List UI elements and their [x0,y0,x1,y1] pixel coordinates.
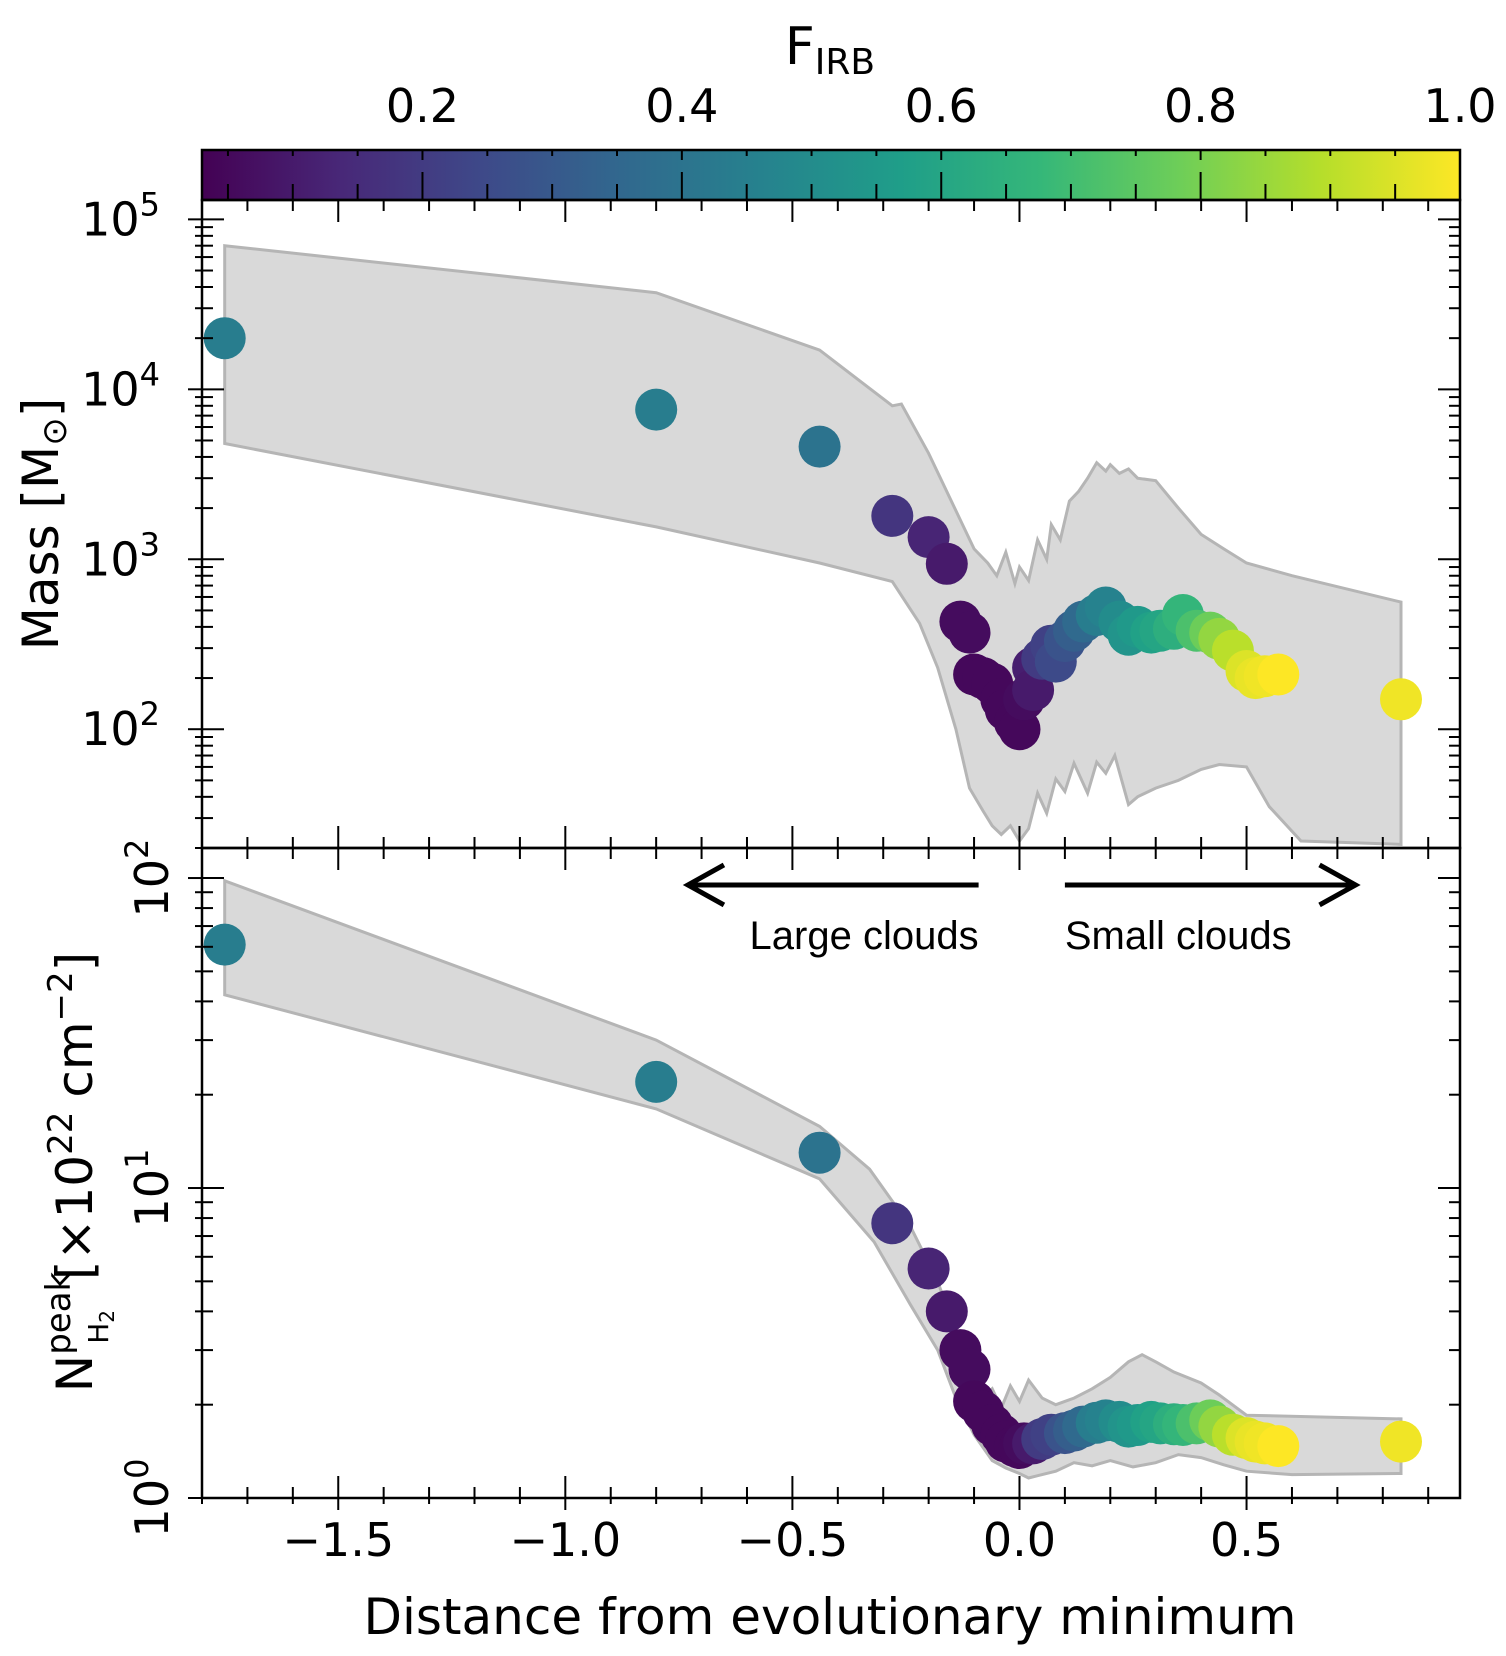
label-small-clouds: Small clouds [1065,914,1292,958]
column-density-points [203,923,1422,1469]
column-density-range-band [223,878,1403,1480]
data-point [798,1131,841,1174]
y-tick-label-base: 10 [81,362,140,416]
ylabel-close: ] [46,952,104,972]
data-point [871,1202,914,1245]
colorbar-title-sub: IRB [815,42,875,83]
x-tick-label: 0.0 [983,1513,1056,1567]
data-point [925,1290,968,1333]
y-tick-label: 103 [81,525,160,586]
y-tick-label-base: 10 [125,1479,179,1538]
ylabel-subsub-2: 2 [95,1310,119,1323]
data-point [1380,1420,1422,1463]
y-tick-label-base: 10 [125,1169,179,1228]
colorbar-ticks: 0.2 0.4 0.6 0.8 1.0 [226,79,1497,200]
ylabel-rest-sup: 22 [41,1112,81,1155]
arrow-right [1064,862,1361,908]
mass-y-axis-title: Mass [M⊙] [12,398,75,650]
mass-y-axis-title-symbol: ⊙ [35,417,75,446]
data-point [203,317,246,360]
y-tick-label-base: 10 [81,702,140,756]
data-point [635,388,678,431]
y-tick-label: 100 [118,1459,179,1538]
y-tick-label-exp: 2 [118,839,156,859]
ylabel-sup-peak: peak [39,1271,79,1354]
y-tick-label: 105 [81,185,160,246]
column-density-y-axis-title: Npeak H2 [×1022 cm−2] [39,952,119,1392]
y-tick-label-exp: 2 [140,695,160,733]
y-tick-label-base: 10 [125,859,179,918]
y-tick-label: 104 [81,355,160,416]
data-point [798,425,841,468]
colorbar-tick-label: 0.4 [645,79,718,133]
data-point [635,1060,678,1103]
data-point [1257,653,1300,696]
data-point [948,611,991,654]
y-tick-label: 102 [118,839,179,918]
y-tick-label-exp: 0 [118,1459,156,1479]
y-tick-label-base: 10 [81,532,140,586]
y-tick-label-exp: 3 [140,525,160,563]
colorbar-tick-label: 0.8 [1164,79,1237,133]
ylabel-rest: [×10 [46,1155,104,1280]
colorbar-title-main: F [785,17,815,77]
column-density-panel-frame [200,846,1462,1500]
y-tick-label-base: 10 [81,192,140,246]
mass-y-axis-title-text: Mass [M [12,446,70,650]
x-tick-label: −0.5 [737,1513,849,1567]
y-tick-label-exp: 5 [140,185,160,223]
arrow-head [682,862,726,908]
y-tick-label: 101 [118,1149,179,1228]
colorbar: 0.2 0.4 0.6 0.8 1.0 FIRB [200,17,1497,202]
arrow-left [682,862,979,908]
data-point [1257,1425,1300,1468]
y-tick-label-exp: 1 [118,1149,156,1169]
colorbar-title: FIRB [785,17,875,83]
colorbar-tick-label: 1.0 [1423,79,1496,133]
ylabel-unit-sup: −2 [41,971,81,1021]
x-axis: −1.5 −1.0 −0.5 0.0 0.5 [201,200,1430,1567]
ylabel-unit: cm [46,1021,104,1097]
colorbar-gradient [200,148,1462,202]
colorbar-tick-label: 0.2 [386,79,459,133]
mass-range-band [223,244,1403,846]
data-point [871,494,914,537]
y-tick-label: 102 [81,695,160,756]
ylabel-n: N [46,1355,104,1392]
data-point [925,542,968,585]
y-tick-label-exp: 4 [140,355,160,393]
data-point [948,1348,991,1391]
label-large-clouds: Large clouds [750,914,979,958]
annotations: Large clouds Small clouds [682,862,1361,958]
mass-y-axis-title-close: ] [12,398,70,418]
x-tick-label: 0.5 [1210,1513,1283,1567]
x-axis-title: Distance from evolutionary minimum [363,1588,1296,1646]
colorbar-tick-label: 0.6 [905,79,978,133]
data-point [203,923,246,966]
mass-points [203,317,1422,751]
data-point [1380,678,1422,721]
x-tick-label: −1.0 [509,1513,621,1567]
arrow-head [1318,862,1361,908]
ylabel-sub-h: H [82,1323,115,1344]
x-tick-label: −1.5 [282,1513,394,1567]
data-point [907,1247,950,1290]
